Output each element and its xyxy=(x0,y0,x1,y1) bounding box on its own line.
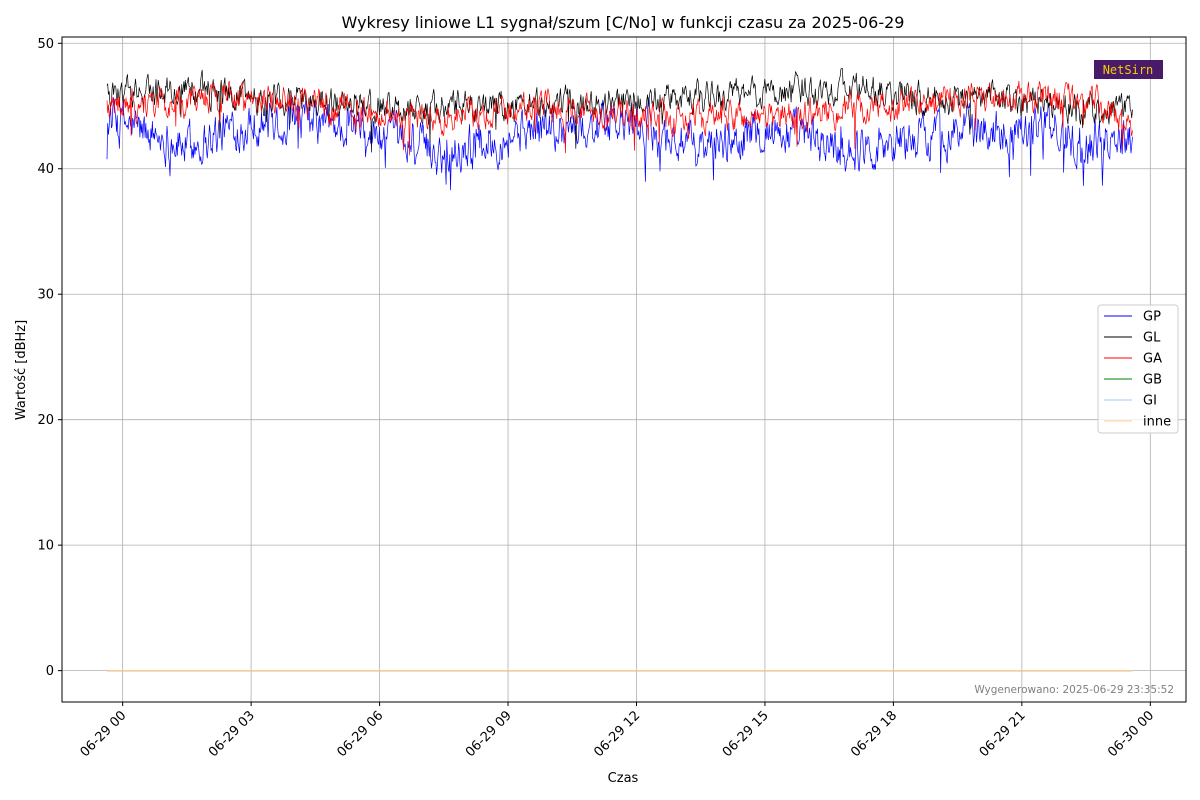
legend-label-inne: inne xyxy=(1143,415,1171,430)
legend-label-gb: GB xyxy=(1143,373,1162,388)
legend: GP GL GA GB GI inne xyxy=(1097,304,1179,434)
y-tick-label: 40 xyxy=(37,162,54,177)
y-tick-label: 30 xyxy=(37,288,54,303)
y-tick-label: 10 xyxy=(37,539,54,554)
y-axis: 0 10 20 30 40 50 xyxy=(37,37,62,679)
logo-background xyxy=(1094,60,1163,79)
series-line-ga xyxy=(106,80,1133,156)
y-axis-label: Wartość [dBHz] xyxy=(14,320,29,420)
chart-title: Wykresy liniowe L1 sygnał/szum [C/No] w … xyxy=(342,13,905,32)
y-tick-label: 0 xyxy=(46,664,54,679)
generated-timestamp: Wygenerowano: 2025-06-29 23:35:52 xyxy=(974,684,1174,696)
y-tick-label: 20 xyxy=(37,413,54,428)
y-tick-label: 50 xyxy=(37,37,54,52)
series-layer xyxy=(106,67,1133,672)
legend-label-ga: GA xyxy=(1143,352,1162,367)
legend-label-gp: GP xyxy=(1143,310,1161,325)
legend-label-gl: GL xyxy=(1143,331,1161,346)
x-axis-label: Czas xyxy=(608,771,639,786)
legend-label-gi: GI xyxy=(1143,394,1157,409)
logo: NetSirn xyxy=(1094,60,1163,79)
plot-frame xyxy=(61,36,1187,703)
series-line-gp xyxy=(106,96,1133,191)
logo-text: NetSirn xyxy=(1103,63,1154,77)
